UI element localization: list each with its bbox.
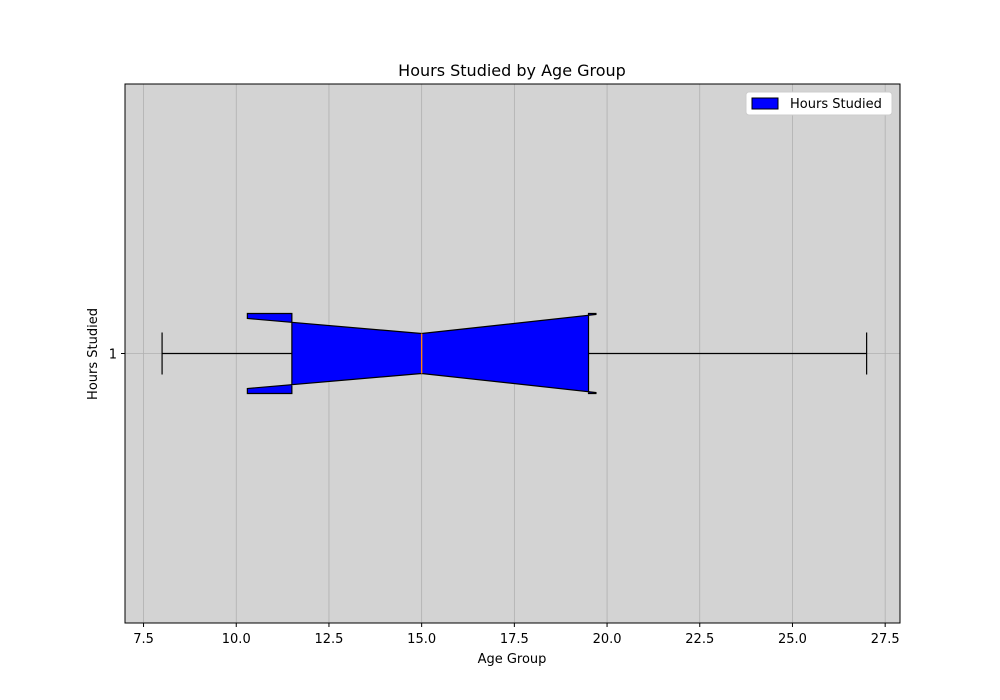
legend-label: Hours Studied (790, 97, 882, 112)
chart-title: Hours Studied by Age Group (398, 61, 626, 80)
x-tick-label: 20.0 (593, 632, 622, 647)
x-axis-label: Age Group (478, 652, 547, 667)
x-tick-label: 7.5 (133, 632, 154, 647)
x-tick-label: 17.5 (500, 632, 529, 647)
x-tick-label: 27.5 (871, 632, 900, 647)
x-tick-label: 10.0 (222, 632, 251, 647)
legend-frame (745, 91, 893, 116)
legend: Hours Studied (745, 91, 893, 116)
y-tick-label: 1 (109, 348, 117, 363)
x-tick-label: 22.5 (685, 632, 714, 647)
legend-swatch (751, 97, 779, 110)
y-axis-ticks: 1 (109, 348, 125, 363)
x-tick-label: 25.0 (778, 632, 807, 647)
y-axis-label: Hours Studied (86, 308, 101, 400)
x-axis-ticks: 7.5 10.0 12.5 15.0 17.5 20.0 22.5 25.0 27.5 (133, 623, 900, 647)
x-tick-label: 12.5 (314, 632, 343, 647)
box-plot (161, 312, 868, 395)
x-tick-label: 15.0 (407, 632, 436, 647)
